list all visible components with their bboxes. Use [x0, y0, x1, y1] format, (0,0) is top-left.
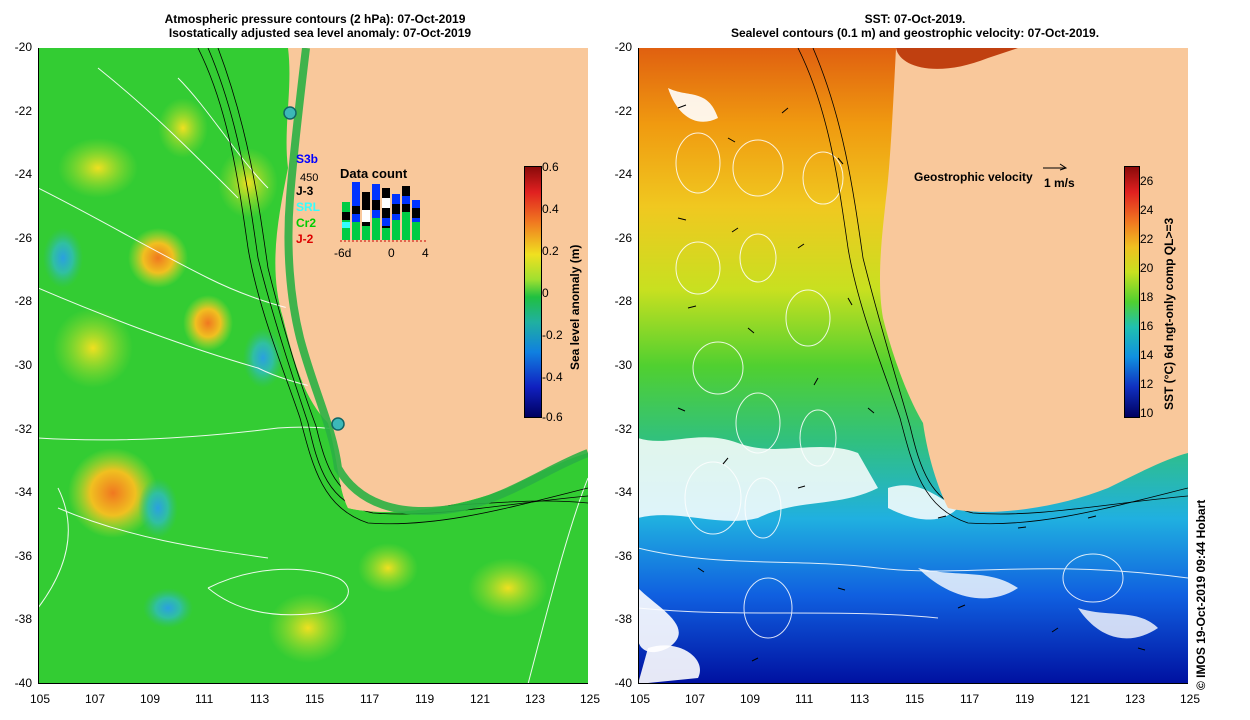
y-tick: -24 — [614, 167, 632, 181]
sla-cb-tick: 0 — [542, 286, 549, 300]
x-tick: 111 — [195, 692, 214, 706]
x-tick: 113 — [250, 692, 270, 706]
x-tick: 115 — [305, 692, 325, 706]
sla-cb-tick: -0.6 — [542, 410, 563, 424]
y-tick: -36 — [614, 549, 632, 563]
y-tick: -20 — [14, 40, 32, 54]
y-tick: -38 — [614, 612, 632, 626]
sat-legend-cr2: Cr2 — [296, 216, 317, 230]
velocity-scale-label: 1 m/s — [1044, 176, 1075, 190]
x-tick: 109 — [140, 692, 161, 706]
tide-gauge-marker-north — [283, 106, 297, 120]
velocity-arrows — [677, 104, 1146, 662]
sla-colorbar-label: Sea level anomaly (m) — [568, 244, 582, 370]
left-axes-frame — [38, 48, 588, 684]
sst-cb-tick: 24 — [1140, 203, 1154, 217]
data-count-xtick-start: -6d — [334, 246, 352, 260]
x-tick: 117 — [960, 692, 980, 706]
sat-legend-j3: J-3 — [296, 184, 314, 198]
y-tick: -20 — [614, 40, 632, 54]
sst-cb-tick: 26 — [1140, 174, 1154, 188]
x-tick: 119 — [415, 692, 435, 706]
x-tick: 125 — [580, 692, 601, 706]
sat-legend-s3b: S3b — [296, 152, 319, 166]
sat-legend-srl: SRL — [296, 200, 320, 214]
x-tick: 111 — [795, 692, 814, 706]
x-tick: 119 — [1015, 692, 1035, 706]
y-tick: -30 — [14, 358, 32, 372]
y-tick: -34 — [14, 485, 32, 499]
y-tick: -22 — [14, 104, 32, 118]
y-tick: -26 — [14, 231, 32, 245]
sla-cb-tick: -0.2 — [542, 328, 563, 342]
y-tick: -22 — [614, 104, 632, 118]
sla-colorbar — [524, 166, 542, 418]
sst-cb-tick: 14 — [1140, 348, 1154, 362]
sla-ocean — [38, 48, 588, 684]
y-tick: -30 — [614, 358, 632, 372]
y-tick: -26 — [614, 231, 632, 245]
sst-cb-tick: 22 — [1140, 232, 1154, 246]
x-tick: 123 — [525, 692, 546, 706]
data-count-chart — [340, 182, 426, 242]
y-tick: -32 — [14, 422, 32, 436]
right-title-line2: Sealevel contours (0.1 m) and geostrophi… — [730, 26, 1100, 40]
imos-credit: © IMOS 19-Oct-2019 09:44 Hobart — [1194, 499, 1208, 690]
sst-cb-tick: 18 — [1140, 290, 1154, 304]
australia-land-sst — [879, 48, 1188, 512]
x-tick: 113 — [850, 692, 870, 706]
y-tick: -32 — [614, 422, 632, 436]
velocity-legend-label: Geostrophic velocity — [914, 170, 1033, 184]
right-axes-frame — [638, 48, 1188, 684]
sst-map — [638, 48, 1188, 684]
sst-cb-tick: 10 — [1140, 406, 1154, 420]
x-tick: 115 — [905, 692, 925, 706]
x-tick: 109 — [740, 692, 761, 706]
left-x-axis: 105 107 109 111 113 115 117 119 121 123 … — [30, 692, 610, 712]
tide-gauge-marker-south — [331, 417, 345, 431]
sst-colorbar — [1124, 166, 1140, 418]
data-count-max: 450 — [300, 172, 319, 184]
sla-cb-tick: 0.4 — [542, 202, 559, 216]
right-title-line1: SST: 07-Oct-2019. — [864, 12, 966, 26]
sla-map — [38, 48, 588, 684]
left-title-line2: Isostatically adjusted sea level anomaly… — [168, 26, 472, 40]
y-tick: -40 — [14, 676, 32, 690]
y-tick: -36 — [14, 549, 32, 563]
y-tick: -28 — [14, 294, 32, 308]
left-title-line1: Atmospheric pressure contours (2 hPa): 0… — [164, 12, 466, 26]
x-tick: 123 — [1125, 692, 1146, 706]
right-x-axis: 105 107 109 111 113 115 117 119 121 123 … — [630, 692, 1210, 712]
sst-cb-tick: 20 — [1140, 261, 1154, 275]
sla-cb-tick: 0.6 — [542, 160, 559, 174]
right-y-axis: -20 -22 -24 -26 -28 -30 -32 -34 -36 -38 … — [600, 40, 634, 700]
x-tick: 105 — [630, 692, 651, 706]
data-count-xtick-zero: 0 — [388, 246, 395, 260]
y-tick: -40 — [614, 676, 632, 690]
x-tick: 105 — [30, 692, 51, 706]
australia-land — [282, 48, 588, 512]
sst-cb-tick: 16 — [1140, 319, 1154, 333]
y-tick: -38 — [14, 612, 32, 626]
y-tick: -28 — [614, 294, 632, 308]
x-tick: 107 — [685, 692, 706, 706]
y-tick: -24 — [14, 167, 32, 181]
sla-cb-tick: -0.4 — [542, 370, 563, 384]
x-tick: 117 — [360, 692, 380, 706]
left-y-axis: -20 -22 -24 -26 -28 -30 -32 -34 -36 -38 … — [0, 40, 34, 700]
sat-legend-j2: J-2 — [296, 232, 314, 246]
data-count-xtick-end: 4 — [422, 246, 429, 260]
sst-colorbar-label: SST (°C) 6d ngt-only comp QL>=3 — [1162, 217, 1176, 410]
velocity-scale-arrow-icon — [1042, 160, 1068, 172]
x-tick: 107 — [85, 692, 106, 706]
data-count-title: Data count — [340, 166, 408, 181]
sla-cb-tick: 0.2 — [542, 244, 559, 258]
y-tick: -34 — [614, 485, 632, 499]
x-tick: 125 — [1180, 692, 1201, 706]
x-tick: 121 — [470, 692, 491, 706]
x-tick: 121 — [1070, 692, 1091, 706]
sst-cb-tick: 12 — [1140, 377, 1154, 391]
